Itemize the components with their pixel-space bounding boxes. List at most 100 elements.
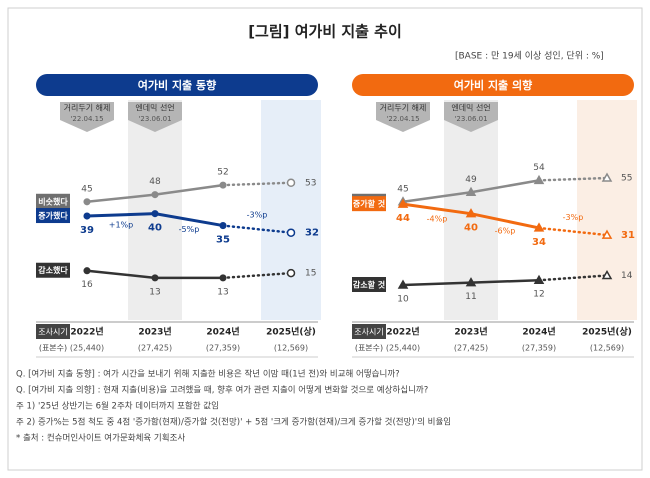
- value-label: 54: [533, 163, 545, 173]
- panel-header: [352, 74, 634, 96]
- value-label: 16: [81, 280, 93, 290]
- change-label: -4%p: [427, 214, 448, 223]
- note: Q. [여가비 지출 동향] : 여가 시간을 보내기 위해 지출한 비용은 작…: [16, 369, 400, 380]
- band: [128, 100, 182, 320]
- sample-size: (25,440): [70, 344, 104, 353]
- event-tag: [444, 102, 498, 132]
- subtitle: [BASE : 만 19세 이상 성인, 단위 : %]: [455, 51, 604, 62]
- marker: [601, 269, 613, 280]
- table-header: (표본수): [355, 344, 383, 353]
- table-header-box: [352, 324, 386, 339]
- table-header-box: [36, 324, 70, 339]
- sample-size: (25,440): [386, 344, 420, 353]
- marker: [151, 191, 159, 199]
- value-label: 35: [216, 235, 230, 246]
- event-tag: [376, 102, 430, 132]
- x-tick-label: 2025년(상): [266, 326, 316, 338]
- x-tick-label: 2025년(상): [582, 326, 632, 338]
- value-label: 52: [217, 168, 228, 178]
- sample-size: (27,425): [454, 344, 488, 353]
- value-label: 11: [465, 292, 476, 302]
- panel-title: 여가비 지출 의향: [454, 78, 533, 92]
- value-label: 39: [80, 225, 94, 236]
- change-label: -3%p: [563, 213, 584, 222]
- marker: [286, 228, 296, 237]
- marker: [219, 181, 227, 189]
- event-label: 엔데믹 선언: [135, 103, 174, 113]
- series-name: 비슷했다: [38, 196, 68, 206]
- event-date: '22.04.15: [386, 115, 419, 123]
- event-label: 거리두기 해제: [380, 103, 427, 113]
- table-header: 조사시기: [354, 328, 383, 337]
- sample-size: (12,569): [274, 344, 308, 353]
- marker: [151, 210, 159, 218]
- series-forecast: [221, 181, 293, 187]
- note: * 출처 : 컨슈머인사이트 여가문화체육 기획조사: [16, 433, 185, 444]
- sample-size: (27,359): [206, 344, 240, 353]
- marker: [83, 267, 91, 275]
- series-label-box: [352, 196, 386, 212]
- x-tick-label: 2023년: [454, 326, 487, 338]
- note: Q. [여가비 지출 의향] : 현재 지출(비용)을 고려했을 때, 향후 여…: [16, 385, 428, 396]
- band: [261, 100, 321, 320]
- value-label: 45: [397, 184, 408, 194]
- x-tick-label: 2024년: [206, 326, 239, 338]
- panel-title: 여가비 지출 동향: [138, 78, 217, 92]
- marker: [83, 198, 91, 206]
- value-label: 55: [621, 174, 632, 184]
- value-label: 31: [621, 230, 635, 241]
- note: 주 2) 증가%는 5점 척도 중 4점 '증가함(현재)/증가할 것(전망)'…: [16, 417, 451, 428]
- series-forecast: [221, 271, 293, 280]
- value-label: 14: [621, 271, 633, 281]
- event-label: 엔데믹 선언: [451, 103, 490, 113]
- value-label: 44: [396, 213, 410, 224]
- value-label: 13: [149, 287, 160, 297]
- value-label: 49: [465, 175, 477, 185]
- marker: [601, 172, 613, 182]
- marker: [601, 229, 613, 239]
- page-title: [그림] 여가비 지출 추이: [248, 23, 402, 41]
- series-label-box: [36, 262, 70, 278]
- value-label: 10: [397, 295, 409, 305]
- series-name: 감소했다: [38, 265, 68, 275]
- x-tick-label: 2024년: [522, 326, 555, 338]
- marker: [219, 274, 227, 282]
- marker: [465, 277, 477, 287]
- value-label: 40: [464, 223, 478, 234]
- event-date: '22.04.15: [70, 115, 103, 123]
- change-label: -5%p: [179, 225, 200, 234]
- marker: [533, 222, 545, 232]
- marker: [397, 198, 409, 208]
- marker: [219, 222, 227, 230]
- change-label: -6%p: [495, 226, 516, 235]
- marker: [533, 174, 545, 185]
- marker: [397, 279, 409, 289]
- note: 주 1) '25년 상반기는 6월 2주차 데이터까지 포함한 값임: [16, 401, 219, 412]
- series-forecast: [537, 176, 609, 182]
- sample-size: (27,359): [522, 344, 556, 353]
- event-date: '23.06.01: [138, 115, 171, 123]
- x-tick-label: 2023년: [138, 326, 171, 338]
- marker: [465, 186, 477, 197]
- panel-header: [36, 74, 318, 96]
- marker: [286, 268, 296, 278]
- series-forecast: [221, 224, 293, 234]
- event-label: 거리두기 해제: [64, 103, 111, 113]
- series-forecast: [537, 226, 609, 237]
- x-tick-label: 2022년: [70, 326, 103, 338]
- marker: [83, 212, 91, 220]
- value-label: 32: [305, 228, 319, 239]
- sample-size: (12,569): [590, 344, 624, 353]
- value-label: 13: [217, 287, 228, 297]
- series-name: 증가했다: [38, 211, 68, 221]
- change-label: -3%p: [247, 211, 268, 220]
- event-date: '23.06.01: [454, 115, 487, 123]
- value-label: 40: [148, 223, 162, 234]
- marker: [533, 274, 545, 284]
- series-label-box: [36, 208, 70, 224]
- series-name: 감소할 것: [353, 280, 385, 290]
- value-label: 34: [532, 237, 546, 248]
- series-name: 증가할 것: [353, 199, 385, 209]
- x-tick-label: 2022년: [386, 326, 419, 338]
